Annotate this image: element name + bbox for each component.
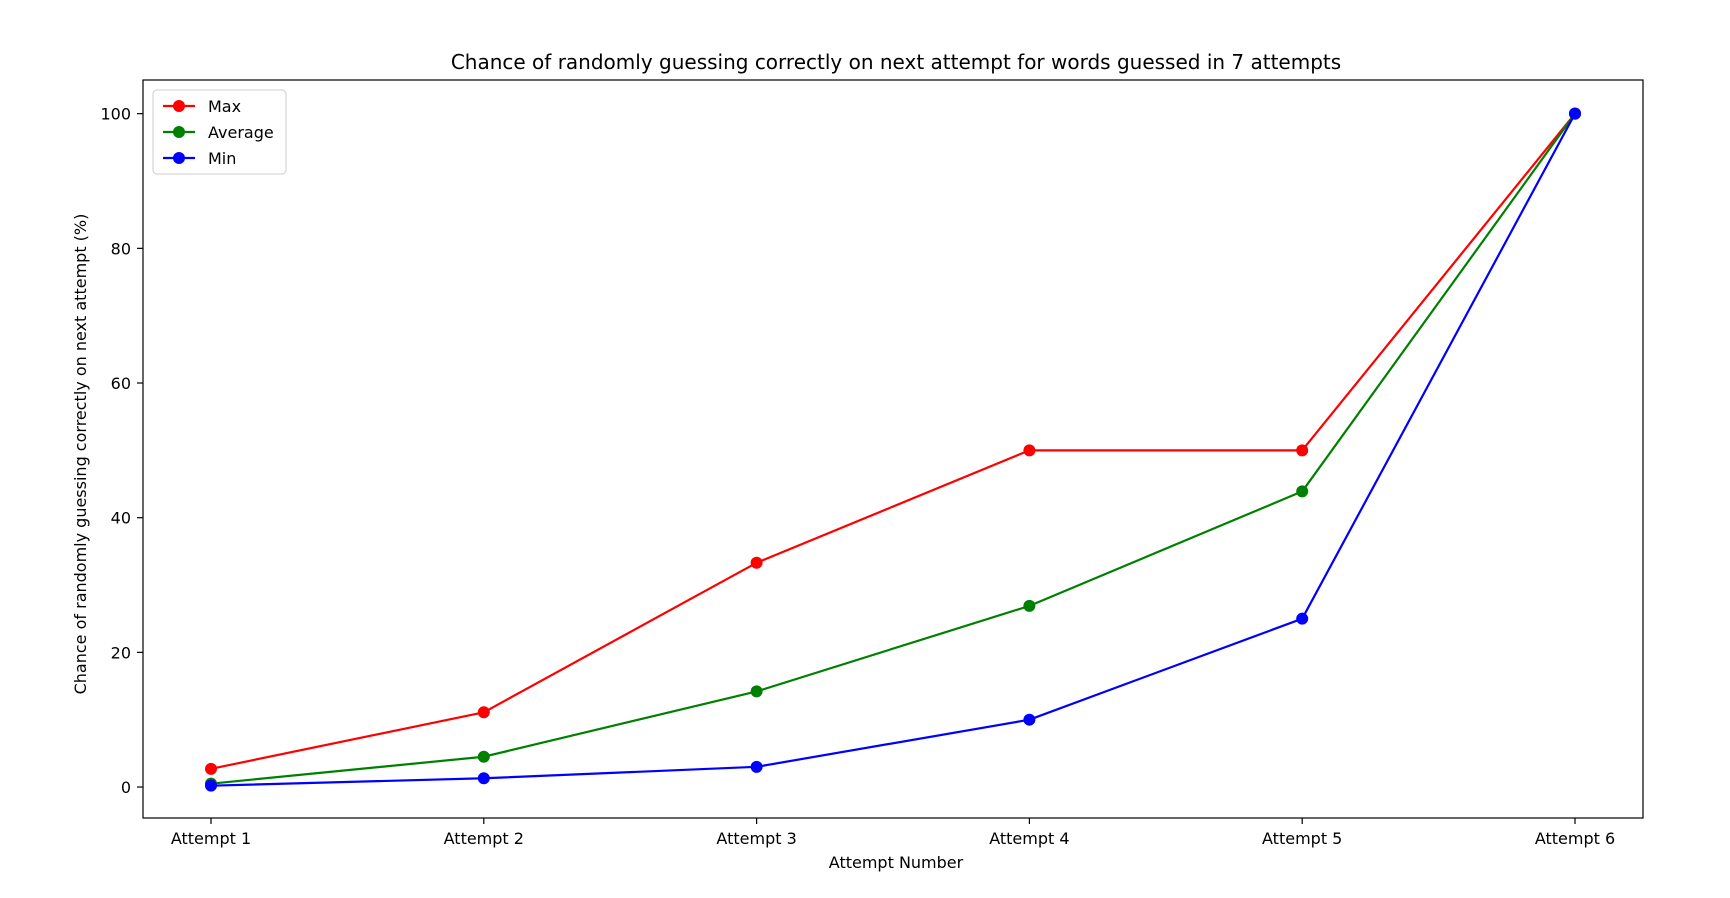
data-point-max (1296, 444, 1309, 457)
x-tick-label: Attempt 4 (989, 829, 1069, 848)
x-tick-label: Attempt 2 (444, 829, 524, 848)
x-tick-label: Attempt 3 (716, 829, 796, 848)
legend-frame (152, 89, 287, 175)
x-tick-label: Attempt 5 (1262, 829, 1342, 848)
x-tick-label: Attempt 1 (171, 829, 251, 848)
data-point-min (1569, 107, 1581, 120)
chart-title: Chance of randomly guessing correctly on… (451, 50, 1341, 74)
data-point-average (477, 750, 490, 763)
axes-frame (142, 79, 1644, 819)
y-tick-label: 80 (111, 239, 131, 258)
legend-marker-min (173, 152, 185, 164)
y-axis-label: Chance of randomly guessing correctly on… (71, 214, 90, 695)
y-tick-label: 60 (111, 374, 131, 393)
series-line-max (210, 112, 1576, 770)
series-line-min (210, 113, 1576, 787)
data-point-average (1296, 485, 1309, 498)
x-tick-label: Attempt 6 (1535, 829, 1615, 848)
legend-label-max: Max (208, 97, 241, 116)
data-point-average (750, 685, 763, 698)
data-point-min (1296, 612, 1309, 625)
data-point-min (205, 779, 217, 792)
legend-marker-max (173, 100, 185, 112)
plot-area: Attempt 1 Attempt 2 Attempt 3 Attempt 4 Atte… (100, 79, 1644, 848)
data-point-min (477, 772, 490, 785)
y-tick-label: 0 (121, 778, 131, 797)
legend-label-min: Min (208, 149, 236, 168)
data-point-max (1023, 444, 1036, 457)
y-tick-label: 40 (111, 509, 131, 528)
y-tick-label: 20 (111, 643, 131, 662)
data-point-max (750, 556, 763, 569)
legend-label-average: Average (208, 123, 274, 142)
legend-marker-average (173, 126, 185, 138)
x-axis-label: Attempt Number (829, 853, 964, 872)
legend: Max Average Min (152, 89, 287, 175)
y-tick-label: 100 (100, 105, 131, 124)
data-point-max (477, 706, 490, 719)
data-point-min (750, 760, 763, 773)
data-point-min (1023, 713, 1036, 726)
data-point-max (205, 762, 217, 775)
series-line-average (210, 113, 1576, 785)
data-point-average (1023, 599, 1036, 612)
